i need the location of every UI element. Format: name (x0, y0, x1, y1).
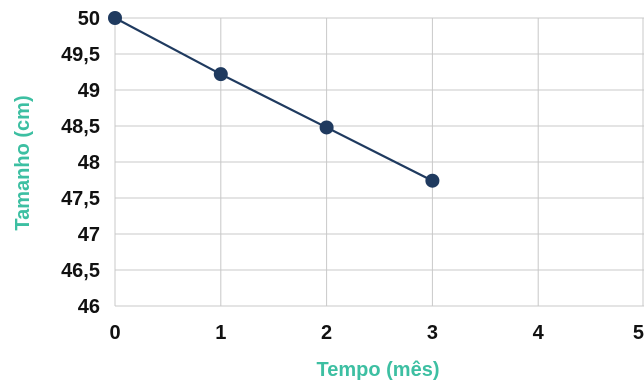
y-tick-label: 49 (78, 80, 100, 102)
x-tick-label: 5 (633, 322, 644, 344)
y-tick-label: 50 (78, 8, 100, 30)
x-tick-label: 2 (321, 322, 332, 344)
x-tick-label: 3 (427, 322, 438, 344)
y-tick-label: 47 (78, 224, 100, 246)
data-point (213, 67, 228, 82)
x-axis-title: Tempo (mês) (317, 359, 440, 381)
y-tick-labels: 46 46,5 47 47,5 48 48,5 49 49,5 50 (61, 8, 100, 318)
y-tick-label: 46,5 (61, 260, 100, 282)
x-tick-label: 0 (109, 322, 120, 344)
y-axis-title: Tamanho (cm) (12, 95, 34, 230)
gridlines (114, 17, 644, 307)
y-tick-label: 48,5 (61, 116, 100, 138)
x-tick-label: 1 (215, 322, 226, 344)
y-tick-label: 49,5 (61, 44, 100, 66)
data-point (108, 11, 122, 25)
data-point (425, 173, 440, 188)
y-tick-label: 48 (78, 152, 100, 174)
data-point (319, 120, 334, 135)
series (108, 11, 440, 188)
y-tick-label: 47,5 (61, 188, 100, 210)
series-line (114, 17, 433, 182)
x-tick-label: 4 (533, 322, 545, 344)
x-tick-labels: 0 1 2 3 4 5 (109, 322, 644, 344)
y-tick-label: 46 (78, 296, 100, 318)
